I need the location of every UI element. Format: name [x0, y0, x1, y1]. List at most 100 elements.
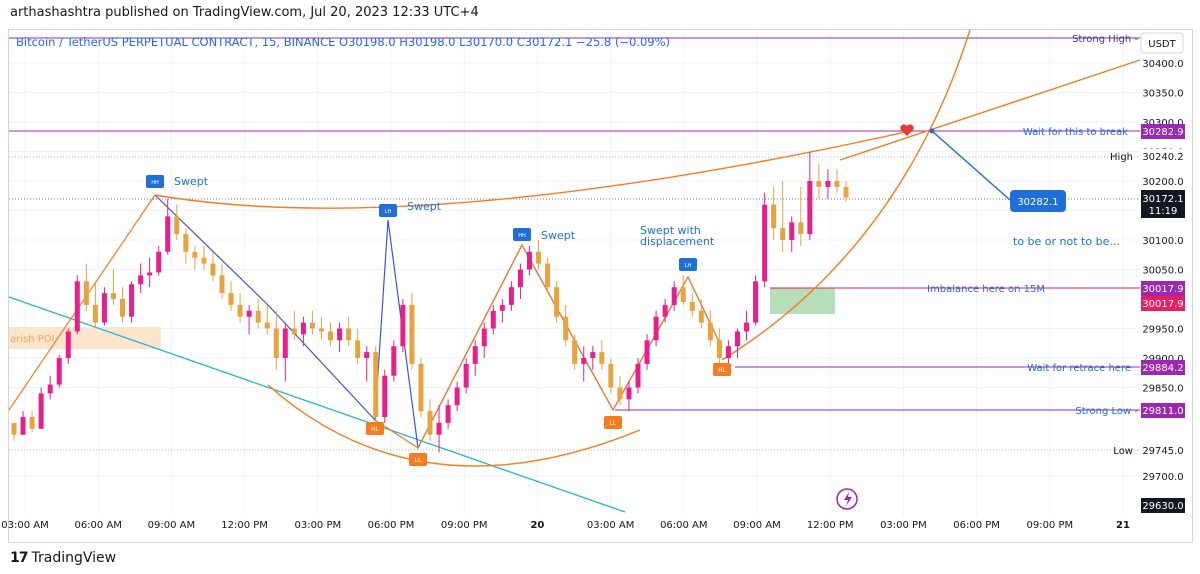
candle-body [481, 328, 487, 347]
svg-text:LL: LL [610, 420, 617, 427]
candle-body [780, 228, 786, 240]
svg-text:HL: HL [371, 426, 380, 433]
candle-body [734, 331, 740, 347]
tag-29884-2: 29884.2 [1141, 360, 1185, 375]
swing-marker-hl-1[interactable]: HL [366, 422, 384, 435]
target-price-box[interactable]: 30282.1 [1010, 190, 1066, 212]
swing-marker-hh-1[interactable]: HH [146, 175, 164, 188]
tag-imbalance: 30017.9 30017.9 [1141, 281, 1185, 311]
projection-line [931, 130, 1011, 201]
candle-body [698, 310, 704, 323]
candle-body [608, 363, 614, 388]
candle-body [210, 263, 216, 276]
tag-30240-2: 30240.2 [1141, 149, 1185, 164]
x-tick-label: 06:00 PM [368, 520, 415, 531]
candle-body [264, 322, 270, 329]
swing-marker-lh-1[interactable]: LH [379, 204, 397, 217]
swing-marker-ll-1[interactable]: LL [409, 453, 427, 466]
candle-body [581, 358, 587, 364]
candle-body [346, 328, 352, 341]
candle-body [689, 301, 695, 311]
candle-body [391, 346, 397, 376]
candle-body [617, 387, 623, 400]
x-tick-label: 20 [530, 520, 544, 531]
candle-body [364, 352, 370, 358]
published-text: arthashashtra published on TradingView.c… [10, 5, 479, 20]
label-imbalance: Imbalance here on 15M [927, 284, 1045, 295]
candle-body [753, 281, 759, 323]
chart-frame [8, 29, 1193, 543]
orange-diagonal [839, 59, 1141, 161]
candle-body [744, 322, 750, 332]
candle-body [499, 304, 505, 311]
label-strong-high: Strong High - [1072, 34, 1138, 45]
svg-text:30282.1: 30282.1 [1017, 197, 1058, 208]
candle-body [156, 251, 162, 273]
svg-text:29745.0: 29745.0 [1142, 446, 1183, 457]
candle-body [536, 251, 542, 264]
bearish-poi-label: arish POI [10, 334, 55, 345]
candle-body [309, 322, 315, 329]
candle-body [74, 281, 80, 332]
svg-text:30172.1: 30172.1 [1142, 194, 1183, 205]
candle-body [101, 293, 107, 323]
candle-body [789, 222, 795, 240]
candle-body [246, 310, 252, 317]
candle-body [92, 304, 98, 323]
swing-marker-lh-2[interactable]: LH [679, 258, 697, 271]
candle-body [653, 316, 659, 341]
candle-body [337, 328, 343, 341]
candle-body [400, 304, 406, 347]
candle-body [20, 417, 26, 435]
tradingview-logo-icon[interactable]: 17 [10, 550, 29, 566]
tag-29811-0: 29811.0 [1141, 403, 1185, 418]
annotation-displacement: displacement [640, 235, 715, 248]
candle-body [572, 340, 578, 364]
label-high: High [1110, 152, 1133, 163]
y-tick-label: 30300.0 [1142, 118, 1183, 129]
candle-body [707, 322, 713, 341]
candle-body [843, 186, 849, 198]
x-tick-label: 03:00 PM [294, 520, 341, 531]
candle-body [563, 316, 569, 341]
svg-text:30017.9: 30017.9 [1142, 284, 1183, 295]
candle-body [508, 287, 514, 305]
x-tick-label: 12:00 PM [221, 520, 268, 531]
y-tick-label: 29700.0 [1142, 472, 1183, 483]
swing-marker-ll-2[interactable]: LL [604, 416, 622, 429]
svg-text:30282.9: 30282.9 [1142, 127, 1183, 138]
candle-body [445, 405, 451, 423]
candle-body [273, 328, 279, 358]
label-retrace: Wait for retrace here [1027, 363, 1131, 374]
candle-body [192, 251, 198, 258]
currency-label[interactable]: USDT [1140, 32, 1184, 54]
candle-body [716, 340, 722, 358]
candle-body [291, 328, 297, 335]
x-tick-label: 03:00 AM [1, 520, 48, 531]
candle-body [626, 387, 632, 400]
swing-marker-hl-2[interactable]: HL [713, 363, 731, 376]
swing-marker-hh-2[interactable]: HH [513, 228, 531, 241]
candle-body [138, 275, 144, 285]
svg-text:HH: HH [151, 180, 159, 186]
candle-body [147, 272, 153, 276]
y-tick-label: 30100.0 [1142, 236, 1183, 247]
candles-group [11, 151, 849, 453]
footer-brand[interactable]: TradingView [31, 550, 117, 566]
price-scale[interactable]: 30400.030350.030300.030250.030200.030150… [1142, 59, 1183, 483]
svg-text:HL: HL [718, 367, 727, 374]
candle-body [129, 284, 135, 317]
candle-body [635, 363, 641, 388]
x-tick-label: 06:00 AM [74, 520, 121, 531]
lightning-icon[interactable] [836, 488, 858, 510]
imbalance-zone [770, 288, 835, 314]
time-scale[interactable]: 03:00 AM 06:00 AM 09:00 AM 12:00 PM 03:00 PM… [1, 520, 1130, 531]
x-tick-label: 09:00 PM [441, 520, 488, 531]
candle-body [120, 299, 126, 317]
candle-body [373, 352, 379, 417]
annotation-swept-1: Swept [174, 175, 209, 188]
candle-body [472, 346, 478, 364]
candle-body [599, 352, 605, 364]
x-tick-label: 06:00 PM [953, 520, 1000, 531]
